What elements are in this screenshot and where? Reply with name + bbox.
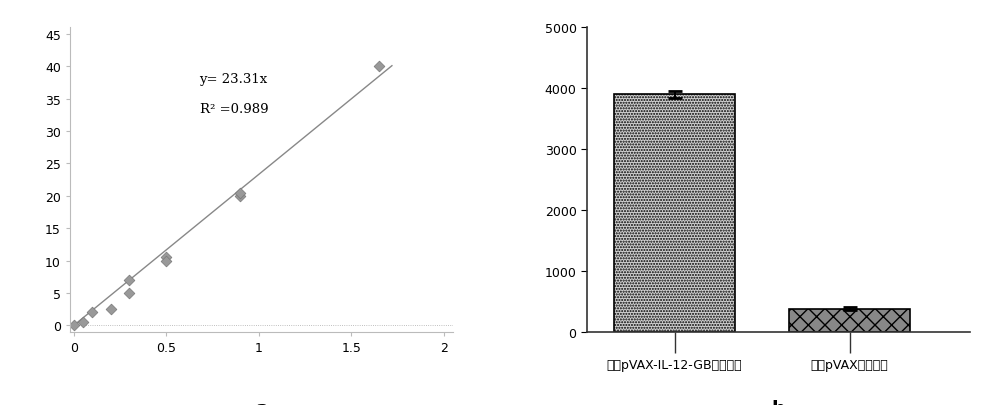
Point (232, 193, 248, 200)
Text: b: b (772, 399, 785, 405)
Point (121, 290, 137, 296)
Point (84, 309, 100, 316)
Point (75, 319, 91, 326)
Point (66, 322, 82, 329)
Text: a: a (255, 399, 268, 405)
Point (103, 306, 119, 313)
Bar (789, 309, 910, 332)
Point (158, 258, 174, 264)
Point (232, 190, 248, 196)
Text: R² =0.989: R² =0.989 (200, 102, 268, 115)
Text: y= 23.31x: y= 23.31x (200, 73, 268, 86)
Point (371, 64, 387, 70)
Point (158, 254, 174, 261)
Bar (614, 95, 735, 332)
Point (121, 277, 137, 284)
